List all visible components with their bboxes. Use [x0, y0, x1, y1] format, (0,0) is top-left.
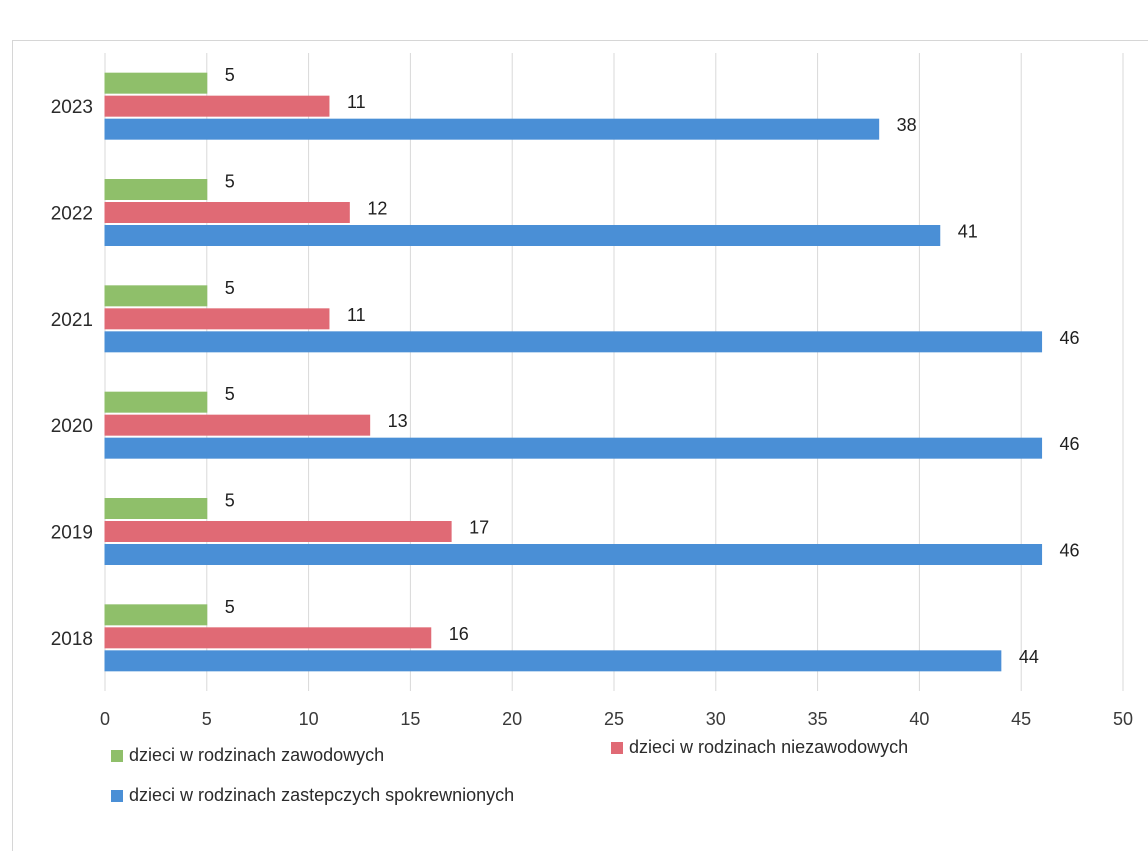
data-label: 5: [225, 491, 235, 511]
category-label: 2020: [51, 416, 93, 437]
bar: [104, 627, 432, 649]
x-tick-label: 15: [400, 709, 420, 729]
data-label: 5: [225, 65, 235, 85]
bar: [104, 95, 330, 117]
bars: [104, 72, 1043, 672]
bar: [104, 331, 1043, 353]
data-label: 46: [1060, 328, 1080, 348]
bar: [104, 225, 941, 246]
legend-entry: dzieci w rodzinach zastepczych spokrewni…: [129, 785, 514, 805]
x-tick-label: 10: [299, 709, 319, 729]
legend-entry: dzieci w rodzinach niezawodowych: [629, 737, 908, 757]
x-tick-label: 35: [808, 709, 828, 729]
data-label: 11: [347, 92, 366, 112]
data-label: 46: [1060, 541, 1080, 561]
bar: [104, 72, 208, 94]
category-label: 2021: [51, 310, 93, 331]
bar: [104, 391, 208, 413]
bar: [104, 285, 208, 307]
data-label: 5: [225, 384, 235, 404]
legend-entry: dzieci w rodzinach zawodowych: [129, 745, 384, 765]
data-label: 38: [897, 115, 917, 135]
bar: [104, 308, 330, 330]
data-label: 44: [1019, 647, 1039, 667]
legend-swatch: [611, 742, 623, 754]
x-tick-label: 30: [706, 709, 726, 729]
x-tick-label: 50: [1113, 709, 1133, 729]
x-tick-labels: 0 5 10 15 20 25 30 35 40 45 50: [100, 709, 1133, 729]
category-labels: 2023 2022 2021 2020 2019 2018: [51, 97, 93, 650]
x-tick-label: 20: [502, 709, 522, 729]
legend: dzieci w rodzinach zawodowych dzieci w ro…: [111, 737, 908, 805]
bar: [104, 118, 880, 140]
chart-frame: 5 11 38 5 12 41 5 11 46 5 13 46 5 17 46 5 16 44 2023 2022 2…: [12, 40, 1148, 851]
data-label: 41: [958, 222, 978, 242]
data-label: 12: [367, 199, 387, 219]
x-tick-label: 5: [202, 709, 212, 729]
bar: [104, 544, 1043, 565]
bar: [104, 414, 371, 436]
bar: [104, 202, 350, 223]
x-tick-label: 25: [604, 709, 624, 729]
x-tick-label: 40: [909, 709, 929, 729]
legend-swatch: [111, 750, 123, 762]
bar: [104, 498, 208, 519]
category-label: 2023: [51, 97, 93, 118]
legend-swatch: [111, 790, 123, 802]
x-tick-label: 0: [100, 709, 110, 729]
data-label: 11: [347, 305, 366, 325]
data-label: 5: [225, 278, 235, 298]
data-label: 5: [225, 172, 235, 192]
gridlines: [104, 53, 1124, 691]
bar: [104, 179, 208, 200]
category-label: 2019: [51, 523, 93, 544]
data-label: 5: [225, 597, 235, 617]
data-label: 13: [388, 411, 408, 431]
category-label: 2022: [51, 204, 93, 225]
data-label: 16: [449, 624, 469, 644]
category-label: 2018: [51, 629, 93, 650]
bar: [104, 604, 208, 626]
data-labels: 5 11 38 5 12 41 5 11 46 5 13 46 5 17 46 5 16 44: [225, 65, 1080, 667]
x-tick-label: 45: [1011, 709, 1031, 729]
bar: [104, 437, 1043, 459]
bar: [104, 650, 1002, 672]
bar: [104, 521, 452, 542]
data-label: 46: [1060, 434, 1080, 454]
data-label: 17: [469, 518, 489, 538]
